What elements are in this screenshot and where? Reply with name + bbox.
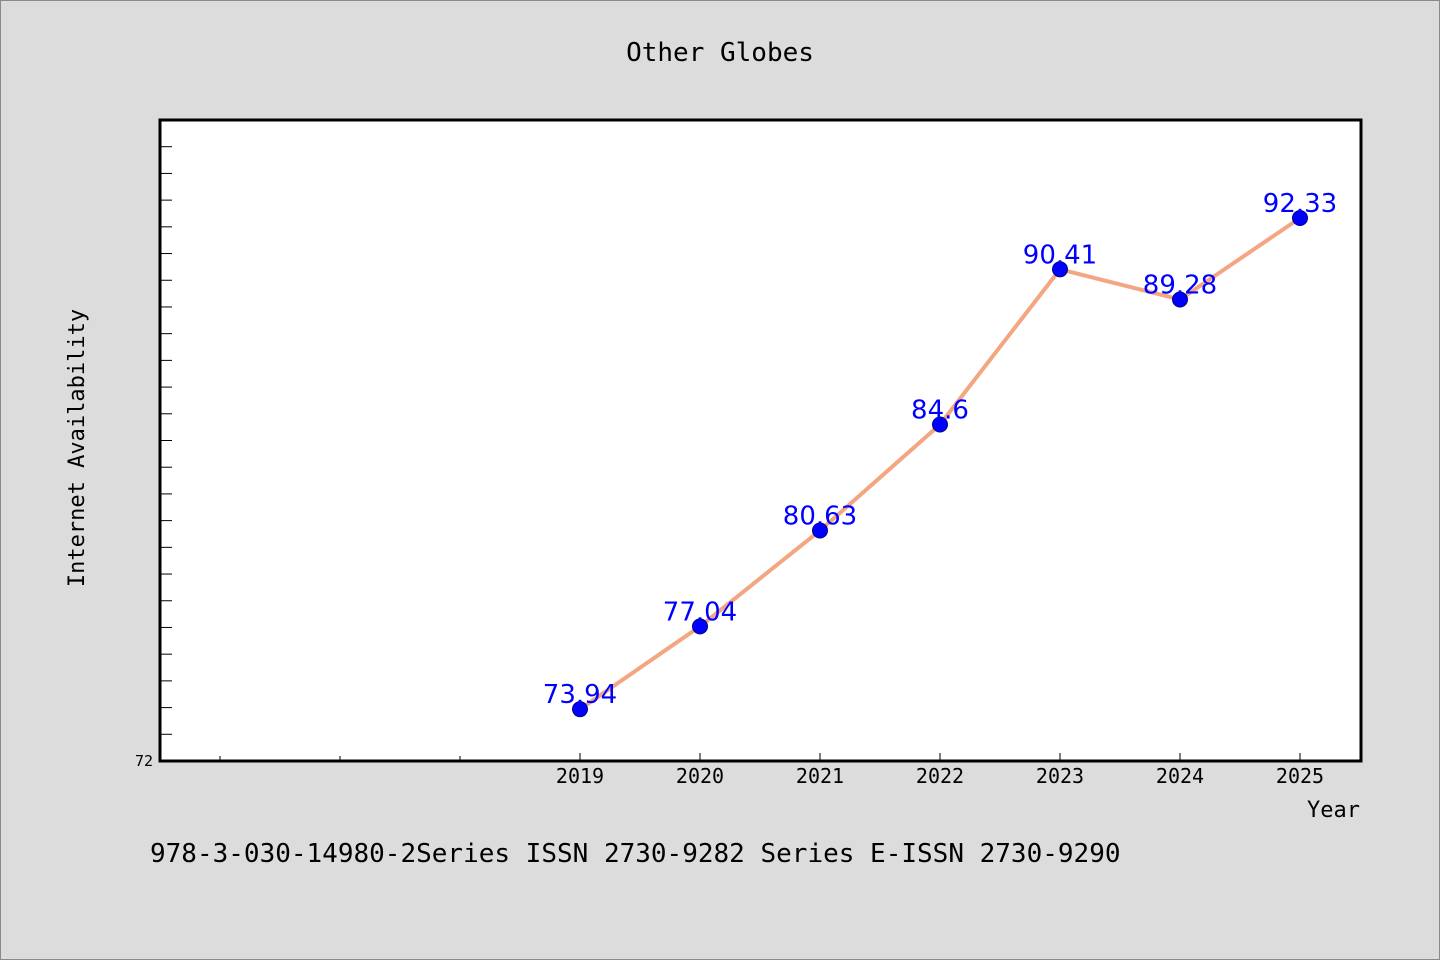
plot-area (158, 118, 1363, 763)
x-tick-label: 2019 (556, 764, 604, 788)
y-axis-label: Internet Availability (65, 309, 90, 587)
data-label: 73.94 (543, 680, 617, 710)
data-label: 80.63 (783, 502, 857, 532)
footer-isbn-issn: 978-3-030-14980-2Series ISSN 2730-9282 S… (150, 839, 1121, 869)
data-label: 89.28 (1143, 270, 1217, 300)
data-label: 84.6 (911, 395, 969, 425)
x-tick-label: 2025 (1276, 764, 1324, 788)
data-point (572, 701, 588, 718)
y-tick-label: 72 (135, 752, 153, 770)
series-group: 73.94 77.04 80.63 84.6 90.41 89.28 92.33 (543, 189, 1337, 718)
x-tick-label: 2024 (1156, 764, 1204, 788)
data-point (1172, 291, 1188, 308)
data-point (1292, 210, 1308, 227)
x-tick-label: 2021 (796, 764, 844, 788)
data-point (692, 618, 708, 635)
x-tick-label: 2020 (676, 764, 724, 788)
x-tick-label: 2022 (916, 764, 964, 788)
data-point (932, 416, 948, 433)
data-label: 77.04 (663, 597, 737, 627)
data-label: 90.41 (1023, 240, 1097, 270)
x-axis-label: Year (1307, 798, 1360, 823)
data-point (812, 522, 828, 539)
x-tick-label: 2023 (1036, 764, 1084, 788)
chart-title: Other Globes (626, 38, 814, 68)
data-point (1052, 261, 1068, 278)
axis-ticks: 72 2019 2020 2021 2022 2023 2024 2025 (135, 119, 1324, 788)
data-label: 92.33 (1263, 189, 1337, 219)
